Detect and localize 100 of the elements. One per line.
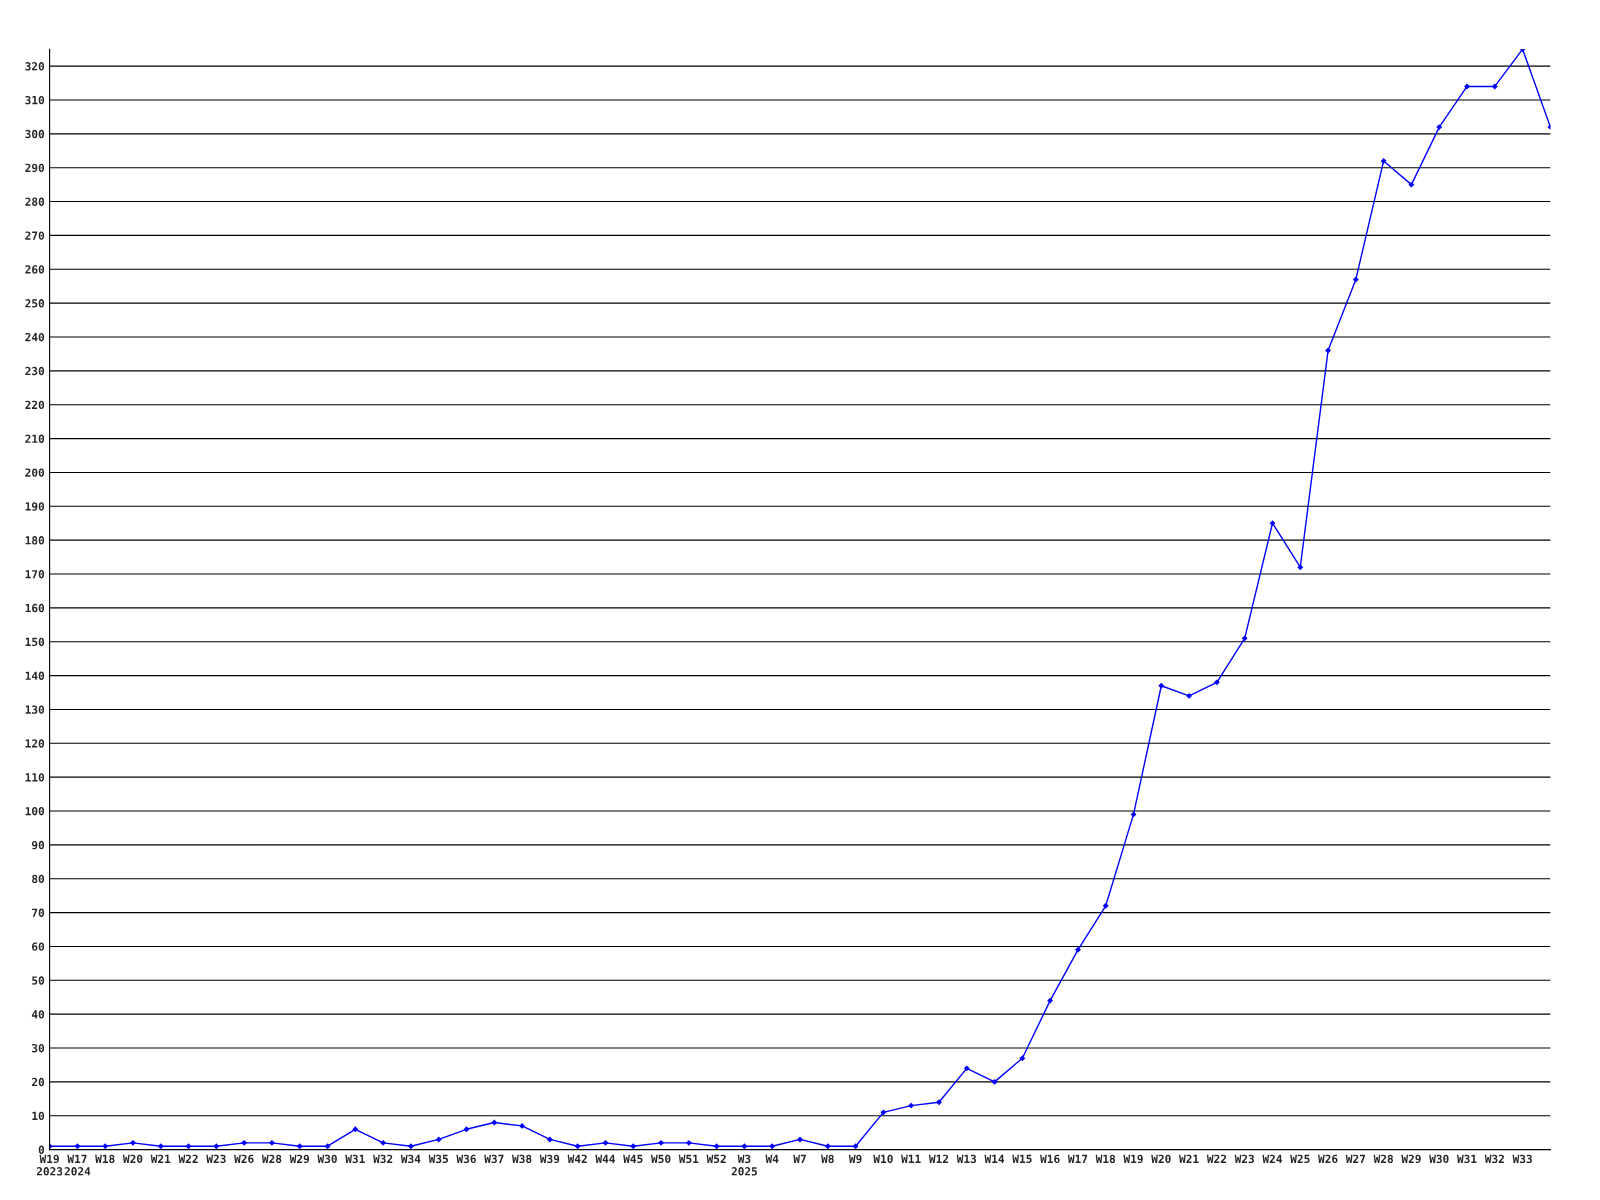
y-tick-label: 50 [32, 976, 45, 985]
x-tick-label: W44 [595, 1154, 615, 1163]
x-tick-label: W45 [623, 1154, 643, 1164]
y-tick-label: 310 [25, 95, 45, 105]
x-tick-label: W23 [1234, 1154, 1254, 1164]
point [963, 1065, 970, 1072]
x-tick-label: W50 [651, 1154, 671, 1164]
y-tick-label: 100 [25, 806, 45, 816]
x-tick-label: W8 [821, 1154, 834, 1164]
x-tick-label: W11 [901, 1154, 921, 1163]
x-tick-label: W20 [1151, 1154, 1171, 1164]
x-tick-label: W21 [1179, 1154, 1199, 1163]
y-tick-label: 140 [25, 671, 45, 680]
x-tick-label: W29 [289, 1154, 310, 1164]
point [380, 1139, 387, 1146]
point [463, 1126, 470, 1133]
x-tick-label: W9 [848, 1154, 862, 1164]
point [1269, 520, 1276, 527]
y-tick-label: 90 [31, 840, 45, 850]
point [1074, 946, 1081, 953]
x-tick-label: W28 [1373, 1154, 1393, 1164]
point [1464, 83, 1470, 90]
x-tick-label: W19 2023 [36, 1154, 63, 1176]
point [407, 1143, 414, 1150]
point [130, 1139, 136, 1146]
x-tick-label: W32 [373, 1154, 393, 1164]
x-tick-label: W30 [317, 1154, 337, 1164]
y-tick-label: 220 [25, 400, 45, 410]
y-tick-label: 180 [25, 536, 45, 545]
x-tick-label: W35 [428, 1154, 448, 1164]
point [1047, 997, 1054, 1004]
point [74, 1143, 81, 1150]
point [574, 1143, 581, 1150]
x-tick-label: W25 [1290, 1154, 1310, 1164]
point [1491, 83, 1498, 90]
point [185, 1143, 192, 1150]
y-tick-label: 290 [25, 163, 45, 173]
point [324, 1143, 331, 1150]
y-tick-label: 160 [25, 603, 45, 613]
y-tick-label: 300 [25, 129, 45, 139]
x-tick-label: W15 [1012, 1154, 1032, 1164]
point [268, 1139, 275, 1146]
y-tick-label: 30 [32, 1044, 45, 1053]
x-tick-label: W12 [928, 1154, 949, 1163]
point [713, 1143, 720, 1150]
x-tick-label: W7 [793, 1154, 806, 1163]
y-tick-label: 10 [32, 1111, 45, 1121]
x-tick-label: W18 [95, 1154, 115, 1164]
y-tick-label: 280 [25, 197, 45, 206]
x-tick-label: W32 [1484, 1154, 1504, 1164]
x-tick-label: W27 [1345, 1154, 1366, 1163]
y-tick-label: 230 [25, 366, 45, 376]
x-tick-label: W34 [400, 1154, 421, 1164]
point [1130, 811, 1137, 818]
x-tick-label: W39 [539, 1154, 560, 1164]
x-tick-label: W22 [178, 1154, 198, 1163]
y-tick-label: 80 [32, 874, 45, 884]
x-tick-label: W30 [1429, 1154, 1449, 1164]
y-tick-label: 250 [25, 299, 45, 308]
y-tick-label: 170 [25, 569, 45, 579]
point [852, 1143, 859, 1150]
point [1436, 124, 1443, 131]
x-tick-label: W51 [678, 1154, 699, 1164]
y-tick-label: 20 [31, 1077, 45, 1087]
x-tick-label: W31 [1456, 1154, 1477, 1164]
y-tick-label: 110 [25, 773, 45, 782]
y-tick-label: 270 [25, 231, 45, 240]
y-tick-label: 130 [25, 705, 45, 714]
point [741, 1143, 748, 1150]
point [602, 1139, 609, 1146]
x-tick-label: W17 2024 [64, 1154, 91, 1176]
y-tick-label: 320 [25, 62, 45, 71]
point [991, 1078, 998, 1085]
line-series [49, 49, 1551, 1150]
point [296, 1143, 303, 1150]
x-tick-label: W4 [765, 1154, 779, 1163]
point [213, 1143, 220, 1150]
point [1019, 1055, 1026, 1062]
x-tick-label: W20 [122, 1154, 143, 1164]
y-tick-label: 70 [32, 908, 45, 917]
point [1408, 181, 1415, 188]
x-tick-label: W26 [1318, 1154, 1338, 1164]
x-tick-label: W42 [567, 1154, 587, 1163]
point [797, 1136, 803, 1143]
x-tick-label: W16 [1040, 1154, 1060, 1164]
y-tick-label: 40 [31, 1010, 45, 1019]
x-tick-label: W23 [206, 1154, 226, 1164]
point [1352, 276, 1359, 283]
x-tick-label: W33 [1512, 1154, 1532, 1164]
x-tick-label: W3 2025 [731, 1154, 758, 1176]
x-tick-label: W14 [984, 1154, 1005, 1163]
x-tick-label: W36 [456, 1154, 476, 1164]
x-tick-label: W24 [1262, 1154, 1283, 1163]
x-tick-label: W21 [150, 1154, 171, 1163]
point [908, 1102, 915, 1109]
point [435, 1136, 442, 1143]
x-tick-label: W26 [234, 1154, 254, 1164]
y-tick-label: 60 [32, 942, 45, 951]
y-tick-label: 150 [25, 637, 45, 647]
y-tick-label: 260 [25, 265, 45, 274]
